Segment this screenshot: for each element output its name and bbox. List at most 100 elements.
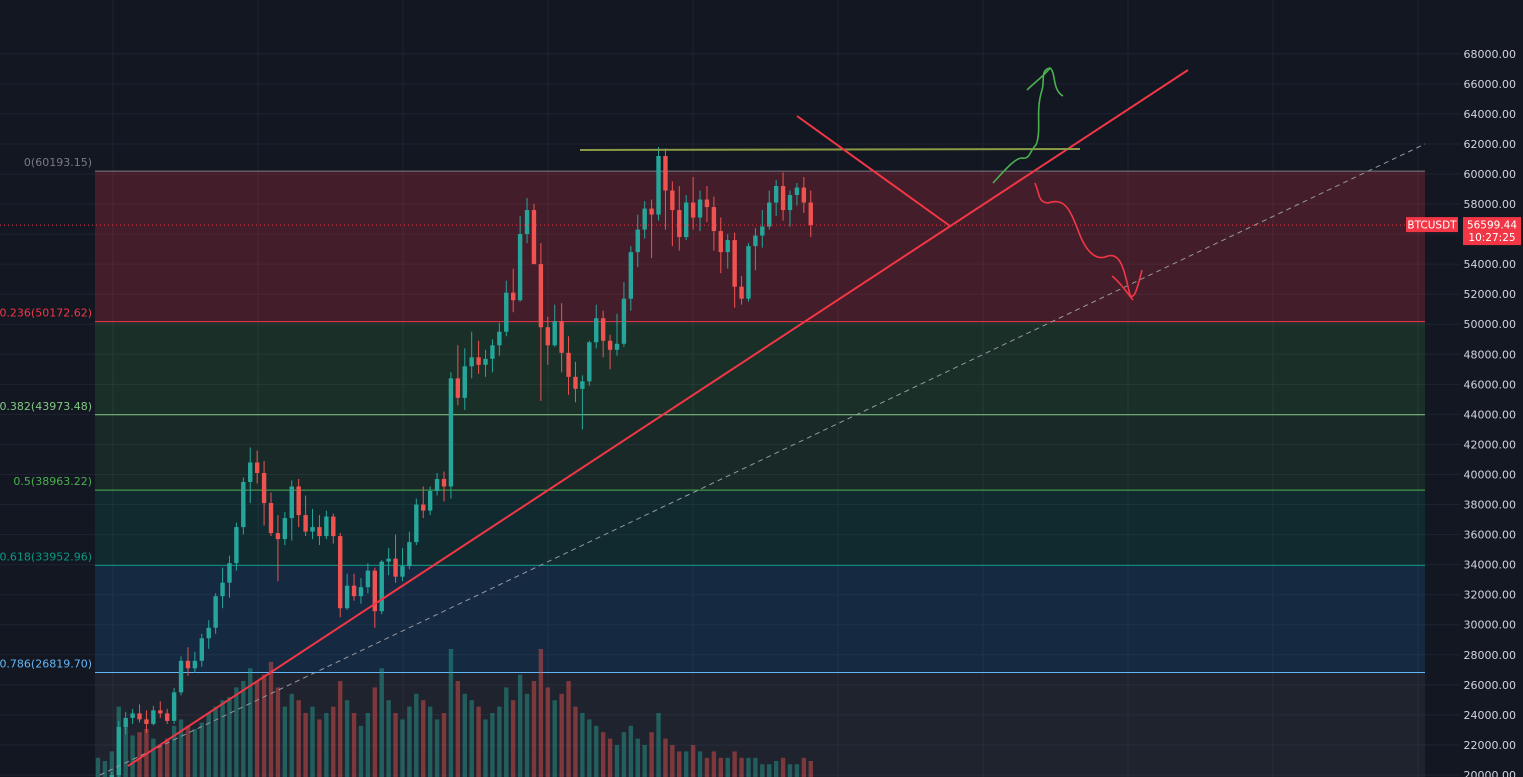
descending-trendline[interactable] <box>796 115 951 227</box>
volume-bar <box>137 732 142 777</box>
volume-bar <box>760 764 765 777</box>
volume-bar <box>448 649 454 777</box>
price-axis-tick-label: 30000.00 <box>1464 619 1517 632</box>
candle-body <box>282 518 288 540</box>
price-axis-tick-label: 62000.00 <box>1464 138 1517 151</box>
candle-body <box>344 585 350 609</box>
volume-bar <box>739 757 744 777</box>
volume-bar <box>767 764 772 777</box>
candle-body <box>808 202 813 226</box>
volume-bar <box>165 738 170 777</box>
candle-body <box>635 229 640 253</box>
fibonacci-retracement[interactable]: 0(60193.15) 0.236(50172.62) 0.382(43973.48… <box>0 156 1425 777</box>
volume-bars <box>95 649 813 777</box>
price-axis-tick-label: 22000.00 <box>1464 739 1517 752</box>
fib-zone <box>95 672 1425 777</box>
candle-body <box>718 231 723 253</box>
volume-bar <box>282 706 288 777</box>
volume-bar <box>524 693 530 777</box>
volume-bar <box>303 713 308 777</box>
candle-body <box>469 357 474 367</box>
volume-bar <box>732 751 737 777</box>
candle-body <box>517 234 523 301</box>
candle-body <box>614 343 620 350</box>
volume-bar <box>808 761 813 777</box>
ascending-trendline[interactable] <box>127 69 1189 767</box>
fib-zone <box>95 414 1425 491</box>
price-axis-tick-label: 42000.00 <box>1464 438 1517 451</box>
volume-bar <box>690 745 696 777</box>
volume-bar <box>427 706 433 777</box>
dashed-trendline[interactable] <box>99 143 1426 776</box>
price-axis-tick-label: 20000.00 <box>1464 769 1517 777</box>
bullish-path-drawing[interactable] <box>992 67 1064 184</box>
candle-body <box>185 660 191 669</box>
candle-body <box>621 298 627 344</box>
candle-body <box>753 235 758 247</box>
candle-body <box>483 358 488 365</box>
volume-bar <box>158 745 163 777</box>
volume-bar <box>697 751 703 777</box>
candle-body <box>206 627 211 639</box>
candle-body <box>642 208 647 230</box>
candle-body <box>573 376 578 389</box>
candle-body <box>137 713 142 720</box>
price-axis[interactable]: 20000.00 22000.00 24000.00 26000.00 28000.00… <box>1460 0 1523 777</box>
candle-body <box>711 207 717 232</box>
candle-body <box>677 210 682 238</box>
candle-body <box>144 719 149 724</box>
volume-bar <box>490 713 495 777</box>
candle-body <box>275 533 281 540</box>
volume-bar <box>386 700 391 777</box>
candle-body <box>607 340 613 350</box>
candle-body <box>227 563 232 583</box>
candle-body <box>351 585 357 597</box>
volume-bar <box>455 681 461 777</box>
fib-level-label: 0.786(26819.70) <box>0 658 92 671</box>
volume-bar <box>261 674 267 777</box>
candle-body <box>407 542 412 567</box>
candle-body <box>178 660 184 693</box>
candle-body <box>171 692 177 721</box>
fib-level-label: 0.236(50172.62) <box>0 307 92 320</box>
candle-body <box>587 342 592 382</box>
volume-bar <box>344 700 350 777</box>
volume-bar <box>670 745 675 777</box>
volume-bar <box>545 687 550 777</box>
bearish-path-drawing[interactable] <box>1034 182 1143 301</box>
volume-bar <box>185 725 191 777</box>
fib-level-label: 0.382(43973.48) <box>0 400 92 413</box>
volume-bar <box>379 668 384 777</box>
volume-bar <box>663 738 668 777</box>
volume-bar <box>614 745 620 777</box>
drawings[interactable] <box>99 67 1426 776</box>
resistance-line[interactable] <box>579 148 1081 151</box>
candle-body <box>538 264 544 328</box>
candle-body <box>151 710 156 724</box>
volume-bar <box>192 729 198 777</box>
candle-body <box>192 660 198 669</box>
candle-body <box>663 155 668 191</box>
volume-bar <box>123 719 128 777</box>
candle-body <box>310 527 315 532</box>
candle-body <box>393 558 398 577</box>
candle-body <box>303 515 308 532</box>
volume-bar <box>248 668 253 777</box>
candle-body <box>684 202 689 238</box>
fib-zone <box>95 171 1425 322</box>
candle-body <box>780 186 786 211</box>
candle-body <box>552 321 557 346</box>
price-axis-tick-label: 28000.00 <box>1464 649 1517 662</box>
volume-bar <box>780 757 786 777</box>
candle-body <box>220 582 225 597</box>
fib-zone <box>95 565 1425 673</box>
candle-body <box>123 717 128 727</box>
price-axis-tick-label: 40000.00 <box>1464 468 1517 481</box>
candle-body <box>130 713 135 718</box>
volume-bar <box>649 732 654 777</box>
volume-bar <box>497 706 502 777</box>
fib-zone <box>95 321 1425 415</box>
volume-bar <box>642 745 647 777</box>
